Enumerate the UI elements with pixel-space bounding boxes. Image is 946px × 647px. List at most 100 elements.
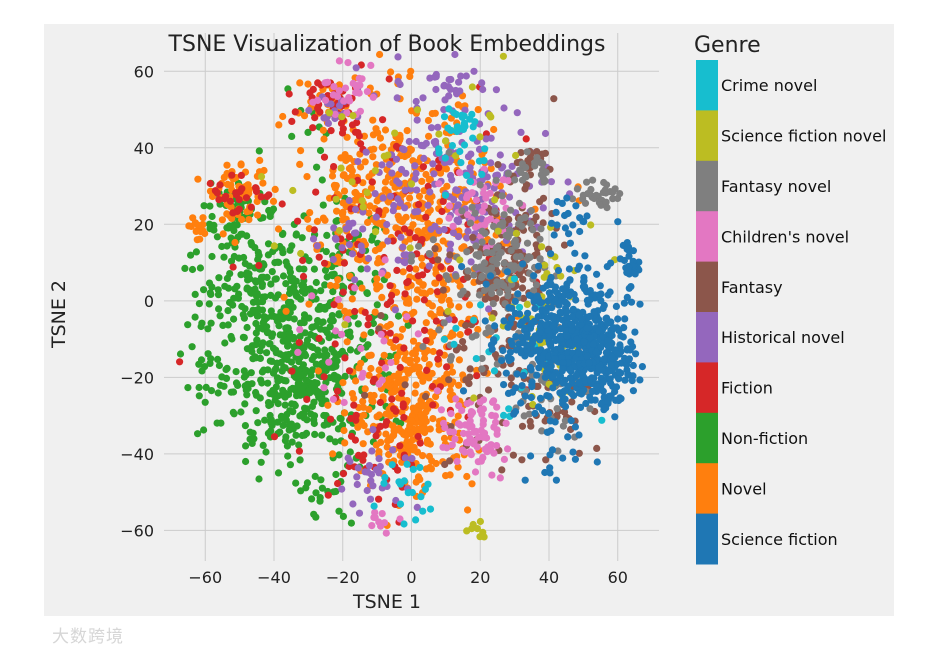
point-science-fiction [624,266,632,274]
point-science-fiction [498,356,506,365]
point-children-s-novel [461,448,469,456]
point-crime-novel [510,275,519,283]
point-non-fiction [308,402,316,410]
point-historical-novel [478,79,486,87]
point-fantasy-novel [491,207,499,215]
point-historical-novel [375,469,383,477]
point-non-fiction [267,307,275,315]
point-children-s-novel [468,422,476,430]
point-science-fiction [521,392,529,400]
point-fiction [299,256,307,264]
point-fantasy [459,338,467,346]
point-science-fiction [566,276,574,284]
point-children-s-novel [378,376,386,384]
point-science-fiction [615,368,623,376]
point-science-fiction [608,331,616,340]
point-novel [254,211,262,219]
point-novel [366,391,374,399]
point-non-fiction [230,227,238,235]
point-historical-novel [454,233,463,241]
point-science-fiction [563,308,571,316]
point-fiction [401,290,409,298]
point-crime-novel [370,502,378,510]
point-fiction [339,470,348,478]
point-historical-novel [420,154,428,162]
point-non-fiction [271,294,280,302]
point-science-fiction [546,417,554,425]
point-non-fiction [234,233,242,241]
point-science-fiction [550,231,558,239]
point-novel [390,343,398,352]
point-novel [440,434,449,442]
point-non-fiction [228,335,236,343]
point-fiction [236,187,244,196]
point-novel [381,178,390,186]
point-children-s-novel [490,397,498,405]
point-non-fiction [287,385,295,394]
point-non-fiction [208,212,216,221]
point-science-fiction [564,433,572,441]
point-novel [253,197,261,206]
point-science-fiction-novel [476,517,484,526]
point-non-fiction [277,358,285,367]
point-historical-novel [330,224,338,232]
point-crime-novel [380,479,388,487]
point-fiction [257,193,265,201]
point-children-s-novel [346,97,354,105]
point-non-fiction [311,472,319,480]
point-fiction [422,213,430,221]
point-science-fiction [612,302,621,310]
point-crime-novel [424,480,432,488]
point-science-fiction [591,396,599,404]
point-historical-novel [451,50,459,59]
point-non-fiction [218,373,226,381]
point-science-fiction [527,393,535,402]
point-science-fiction [551,355,559,363]
legend-swatch [696,513,718,565]
point-fantasy-novel [487,328,495,336]
point-non-fiction [284,342,292,350]
point-novel [300,112,309,120]
point-non-fiction [301,404,309,412]
point-fiction [242,194,251,202]
point-science-fiction [564,209,572,218]
point-non-fiction [277,412,285,420]
point-fantasy [469,233,477,241]
point-fiction [417,236,425,244]
point-science-fiction [549,372,557,380]
point-science-fiction [638,363,647,371]
point-non-fiction [302,366,310,374]
point-novel [375,411,383,419]
point-science-fiction [595,327,603,335]
point-children-s-novel [478,207,486,216]
point-non-fiction [298,431,306,440]
point-science-fiction [602,349,611,357]
point-science-fiction [567,417,575,425]
point-novel [435,217,443,225]
point-non-fiction [284,336,292,344]
point-non-fiction [221,282,229,290]
point-non-fiction [243,232,251,240]
point-science-fiction [586,312,594,320]
point-non-fiction [297,371,305,379]
point-crime-novel [444,124,452,132]
point-historical-novel [492,86,500,94]
point-fantasy [593,444,601,452]
point-science-fiction [563,194,571,202]
point-historical-novel [348,250,356,258]
point-novel [409,337,418,345]
point-children-s-novel [451,435,459,443]
point-science-fiction [531,333,539,341]
point-crime-novel [441,154,449,162]
point-non-fiction [252,278,260,286]
point-science-fiction [631,270,639,278]
point-historical-novel [362,148,370,156]
point-fiction [333,387,342,395]
point-novel [357,163,365,171]
point-science-fiction-novel [407,180,416,188]
point-novel [304,215,312,223]
point-novel [314,367,322,375]
point-science-fiction [547,273,555,282]
point-novel [280,293,288,301]
point-historical-novel [357,242,365,250]
